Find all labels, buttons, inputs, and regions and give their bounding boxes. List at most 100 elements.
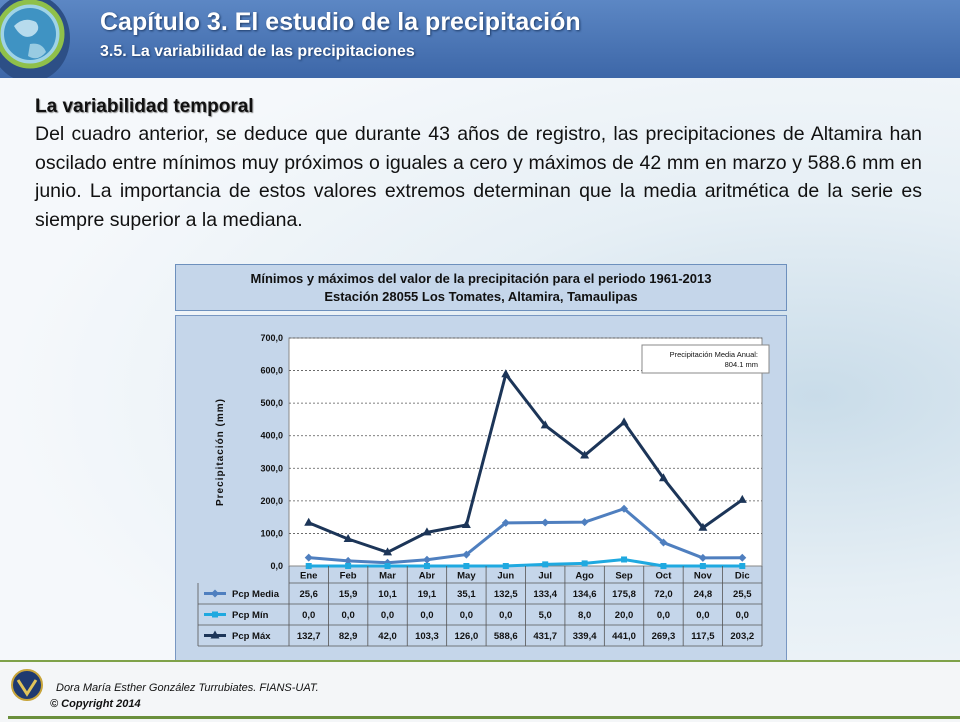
page-title: Capítulo 3. El estudio de la precipitaci… (100, 8, 581, 36)
data-point-min (384, 563, 391, 569)
data-point-min (502, 563, 509, 569)
data-label: 175,8 (612, 589, 636, 600)
data-point-min (581, 560, 588, 567)
data-label: 117,5 (691, 631, 715, 642)
data-point-media (304, 553, 313, 562)
data-label: 441,0 (612, 631, 636, 642)
data-label: 588,6 (494, 631, 518, 642)
data-point-max (619, 417, 629, 426)
data-point-min (345, 563, 352, 569)
series-line-1 (308, 557, 743, 568)
data-label: 132,7 (297, 631, 321, 642)
precipitation-chart: 0,0 100,0 200,0 300,0 400,0 500,0 600,0 700,0 Pr… (197, 333, 770, 647)
data-point-min (699, 563, 706, 569)
data-label: 0,0 (736, 610, 749, 621)
data-label: 0,0 (696, 610, 709, 621)
y-tick-label: 200,0 (260, 496, 283, 506)
data-point-max (580, 450, 590, 459)
data-point-max (658, 473, 668, 482)
data-point-min (621, 556, 628, 563)
data-label: 0,0 (420, 610, 433, 621)
x-tick-label: Sep (615, 571, 633, 582)
x-tick-label: Mar (379, 571, 396, 582)
data-point-min (305, 563, 312, 569)
series-line-0 (308, 507, 743, 565)
data-point-media (344, 556, 353, 565)
x-tick-label: Ago (575, 571, 594, 582)
y-tick-label: 400,0 (260, 431, 283, 441)
x-tick-label: Nov (694, 571, 713, 582)
data-label: 5,0 (539, 610, 552, 621)
data-point-media (541, 518, 550, 527)
y-tick-label: 600,0 (260, 366, 283, 376)
page-subtitle: 3.5. La variabilidad de las precipitacio… (100, 43, 415, 60)
data-label: 10,1 (378, 589, 397, 600)
globe-logo-icon (0, 0, 70, 78)
data-point-min (423, 563, 430, 569)
data-point-max (461, 519, 471, 528)
legend-label: Pcp Mín (232, 610, 269, 621)
content-area: La variabilidad temporal Del cuadro ante… (35, 96, 922, 234)
data-point-media (698, 553, 707, 562)
data-label: 0,0 (342, 610, 355, 621)
data-point-min (463, 563, 470, 569)
data-point-max (501, 369, 511, 378)
caption-line-2: Estación 28055 Los Tomates, Altamira, Ta… (324, 289, 638, 304)
section-title: La variabilidad temporal (35, 96, 254, 117)
data-label: 42,0 (378, 631, 397, 642)
data-point-min (542, 561, 549, 568)
y-axis-label: Precipitación (mm) (215, 398, 226, 506)
data-label: 15,9 (339, 589, 358, 600)
data-label: 269,3 (652, 631, 676, 642)
data-label: 19,1 (418, 589, 437, 600)
data-point-media (620, 504, 629, 513)
data-label: 0,0 (460, 610, 473, 621)
chart-caption: Mínimos y máximos del valor de la precip… (175, 264, 787, 311)
annotation-line-1: Precipitación Media Anual: (670, 350, 758, 359)
university-seal-icon (11, 669, 43, 701)
annotation-line-2: 804.1 mm (725, 360, 758, 369)
data-label: 103,3 (415, 631, 439, 642)
chart-container: 0,0 100,0 200,0 300,0 400,0 500,0 600,0 700,0 Pr… (175, 315, 787, 664)
data-label: 431,7 (533, 631, 557, 642)
data-point-media (462, 550, 471, 559)
data-point-media (659, 538, 668, 547)
y-tick-label: 300,0 (260, 463, 283, 473)
data-label: 72,0 (654, 589, 673, 600)
data-point-min (739, 563, 746, 569)
data-label: 82,9 (339, 631, 358, 642)
y-tick-label: 100,0 (260, 528, 283, 538)
data-point-media (738, 553, 747, 562)
y-tick-label: 500,0 (260, 398, 283, 408)
data-point-media (422, 555, 431, 564)
legend-marker (211, 589, 219, 598)
legend-marker (210, 630, 220, 639)
data-point-max (422, 527, 432, 536)
x-tick-label: Ene (300, 571, 317, 582)
data-point-media (580, 518, 589, 527)
data-label: 203,2 (730, 631, 754, 642)
data-label: 24,8 (694, 589, 713, 600)
caption-line-1: Mínimos y máximos del valor de la precip… (250, 271, 712, 286)
section-paragraph: Del cuadro anterior, se deduce que duran… (35, 123, 922, 231)
data-point-max (698, 522, 708, 531)
data-label: 339,4 (573, 631, 597, 642)
y-tick-label: 0,0 (270, 561, 283, 571)
data-label: 132,5 (494, 589, 518, 600)
data-label: 126,0 (454, 631, 478, 642)
data-point-max (737, 494, 747, 503)
data-label: 8,0 (578, 610, 591, 621)
data-label: 0,0 (657, 610, 670, 621)
data-label: 134,6 (573, 589, 597, 600)
data-label: 25,6 (299, 589, 318, 600)
x-tick-label: Dic (735, 571, 750, 582)
x-tick-label: Jul (538, 571, 552, 582)
slide-header: Capítulo 3. El estudio de la precipitaci… (0, 0, 960, 78)
data-label: 20,0 (615, 610, 634, 621)
plot-area (288, 337, 763, 567)
data-label: 133,4 (533, 589, 557, 600)
data-label: 35,1 (457, 589, 476, 600)
data-label: 25,5 (733, 589, 752, 600)
y-tick-label: 700,0 (260, 333, 283, 343)
footer-author: Dora María Esther González Turrubiates. … (56, 682, 319, 694)
